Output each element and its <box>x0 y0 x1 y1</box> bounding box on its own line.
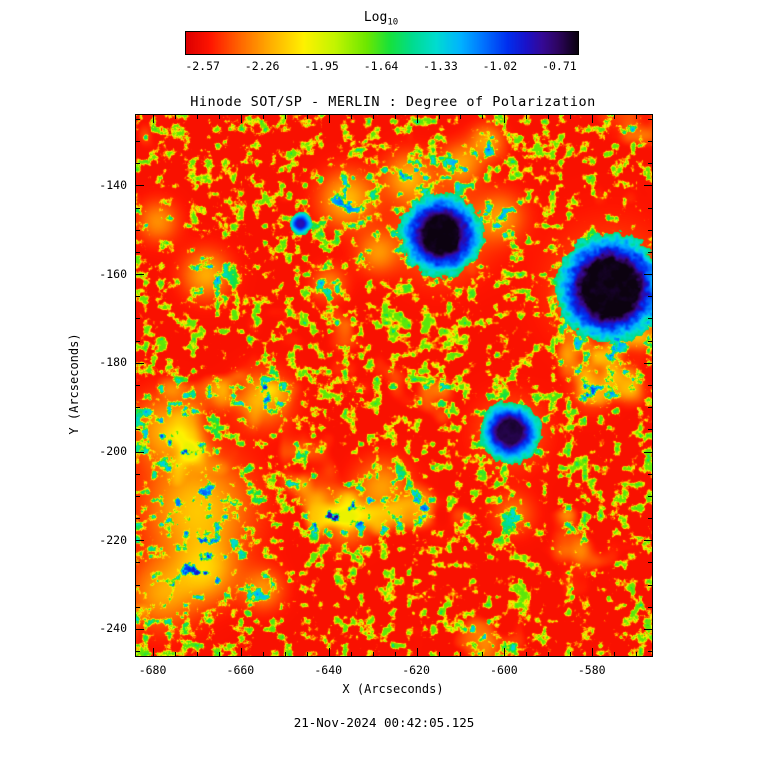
colorbar-tick-label: -2.57 <box>185 59 220 73</box>
colorbar-title-main: Log <box>363 10 388 25</box>
y-tick-label: -160 <box>99 266 127 281</box>
colorbar-tick-label: -1.64 <box>363 59 399 73</box>
x-tick-label: -620 <box>402 663 430 677</box>
colorbar-title-sub: 10 <box>387 17 399 28</box>
colorbar-tick-label: -1.33 <box>423 59 458 73</box>
x-tick-label: -680 <box>138 663 167 677</box>
y-tick-label: -240 <box>99 621 127 636</box>
y-tick-label: -180 <box>99 355 127 370</box>
y-axis-label: Y (Arcseconds) <box>67 333 81 435</box>
x-tick-label: -640 <box>314 663 343 677</box>
colorbar <box>185 31 579 55</box>
plot-area <box>135 114 653 657</box>
y-tick-label: -140 <box>99 177 127 192</box>
y-tick-label: -200 <box>99 444 127 459</box>
colorbar-title: Log10 <box>185 10 577 28</box>
x-tick-label: -580 <box>577 663 606 677</box>
heatmap-canvas <box>136 115 652 656</box>
x-tick-label: -600 <box>490 663 518 677</box>
colorbar-tick-label: -0.71 <box>542 59 577 73</box>
colorbar-tick-label: -1.02 <box>482 59 518 73</box>
timestamp: 21-Nov-2024 00:42:05.125 <box>293 715 475 730</box>
y-tick-label: -220 <box>99 532 127 547</box>
colorbar-tick-label: -2.26 <box>244 59 280 73</box>
x-axis-label: X (Arcseconds) <box>342 682 444 696</box>
colorbar-tick-label: -1.95 <box>304 59 339 73</box>
colorbar-tick-labels: -2.57 -2.26 -1.95 -1.64 -1.33 -1.02 -0.71 <box>185 59 577 73</box>
chart-title: Hinode SOT/SP - MERLIN : Degree of Polar… <box>190 94 596 110</box>
x-tick-label: -660 <box>226 663 255 677</box>
